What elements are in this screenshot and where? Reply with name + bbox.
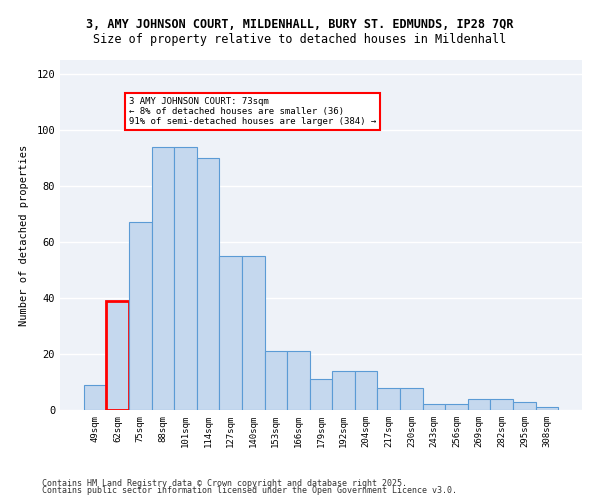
Text: Contains HM Land Registry data © Crown copyright and database right 2025.: Contains HM Land Registry data © Crown c…	[42, 478, 407, 488]
Bar	[174, 147, 197, 410]
Bar	[422, 404, 445, 410]
Bar	[445, 404, 468, 410]
Text: 3, AMY JOHNSON COURT, MILDENHALL, BURY ST. EDMUNDS, IP28 7QR: 3, AMY JOHNSON COURT, MILDENHALL, BURY S…	[86, 18, 514, 30]
Bar	[490, 399, 513, 410]
Bar	[287, 351, 310, 410]
Bar	[355, 371, 377, 410]
Bar	[400, 388, 422, 410]
Bar	[220, 256, 242, 410]
Bar	[468, 399, 490, 410]
Bar	[536, 407, 558, 410]
Bar	[152, 147, 174, 410]
Bar	[106, 301, 129, 410]
Bar	[310, 379, 332, 410]
Text: Size of property relative to detached houses in Mildenhall: Size of property relative to detached ho…	[94, 32, 506, 46]
Bar	[265, 351, 287, 410]
Bar	[377, 388, 400, 410]
Bar	[197, 158, 220, 410]
Bar	[84, 385, 106, 410]
Bar	[129, 222, 152, 410]
Y-axis label: Number of detached properties: Number of detached properties	[19, 144, 29, 326]
Bar	[242, 256, 265, 410]
Text: 3 AMY JOHNSON COURT: 73sqm
← 8% of detached houses are smaller (36)
91% of semi-: 3 AMY JOHNSON COURT: 73sqm ← 8% of detac…	[129, 96, 376, 126]
Bar	[513, 402, 536, 410]
Text: Contains public sector information licensed under the Open Government Licence v3: Contains public sector information licen…	[42, 486, 457, 495]
Bar	[332, 371, 355, 410]
